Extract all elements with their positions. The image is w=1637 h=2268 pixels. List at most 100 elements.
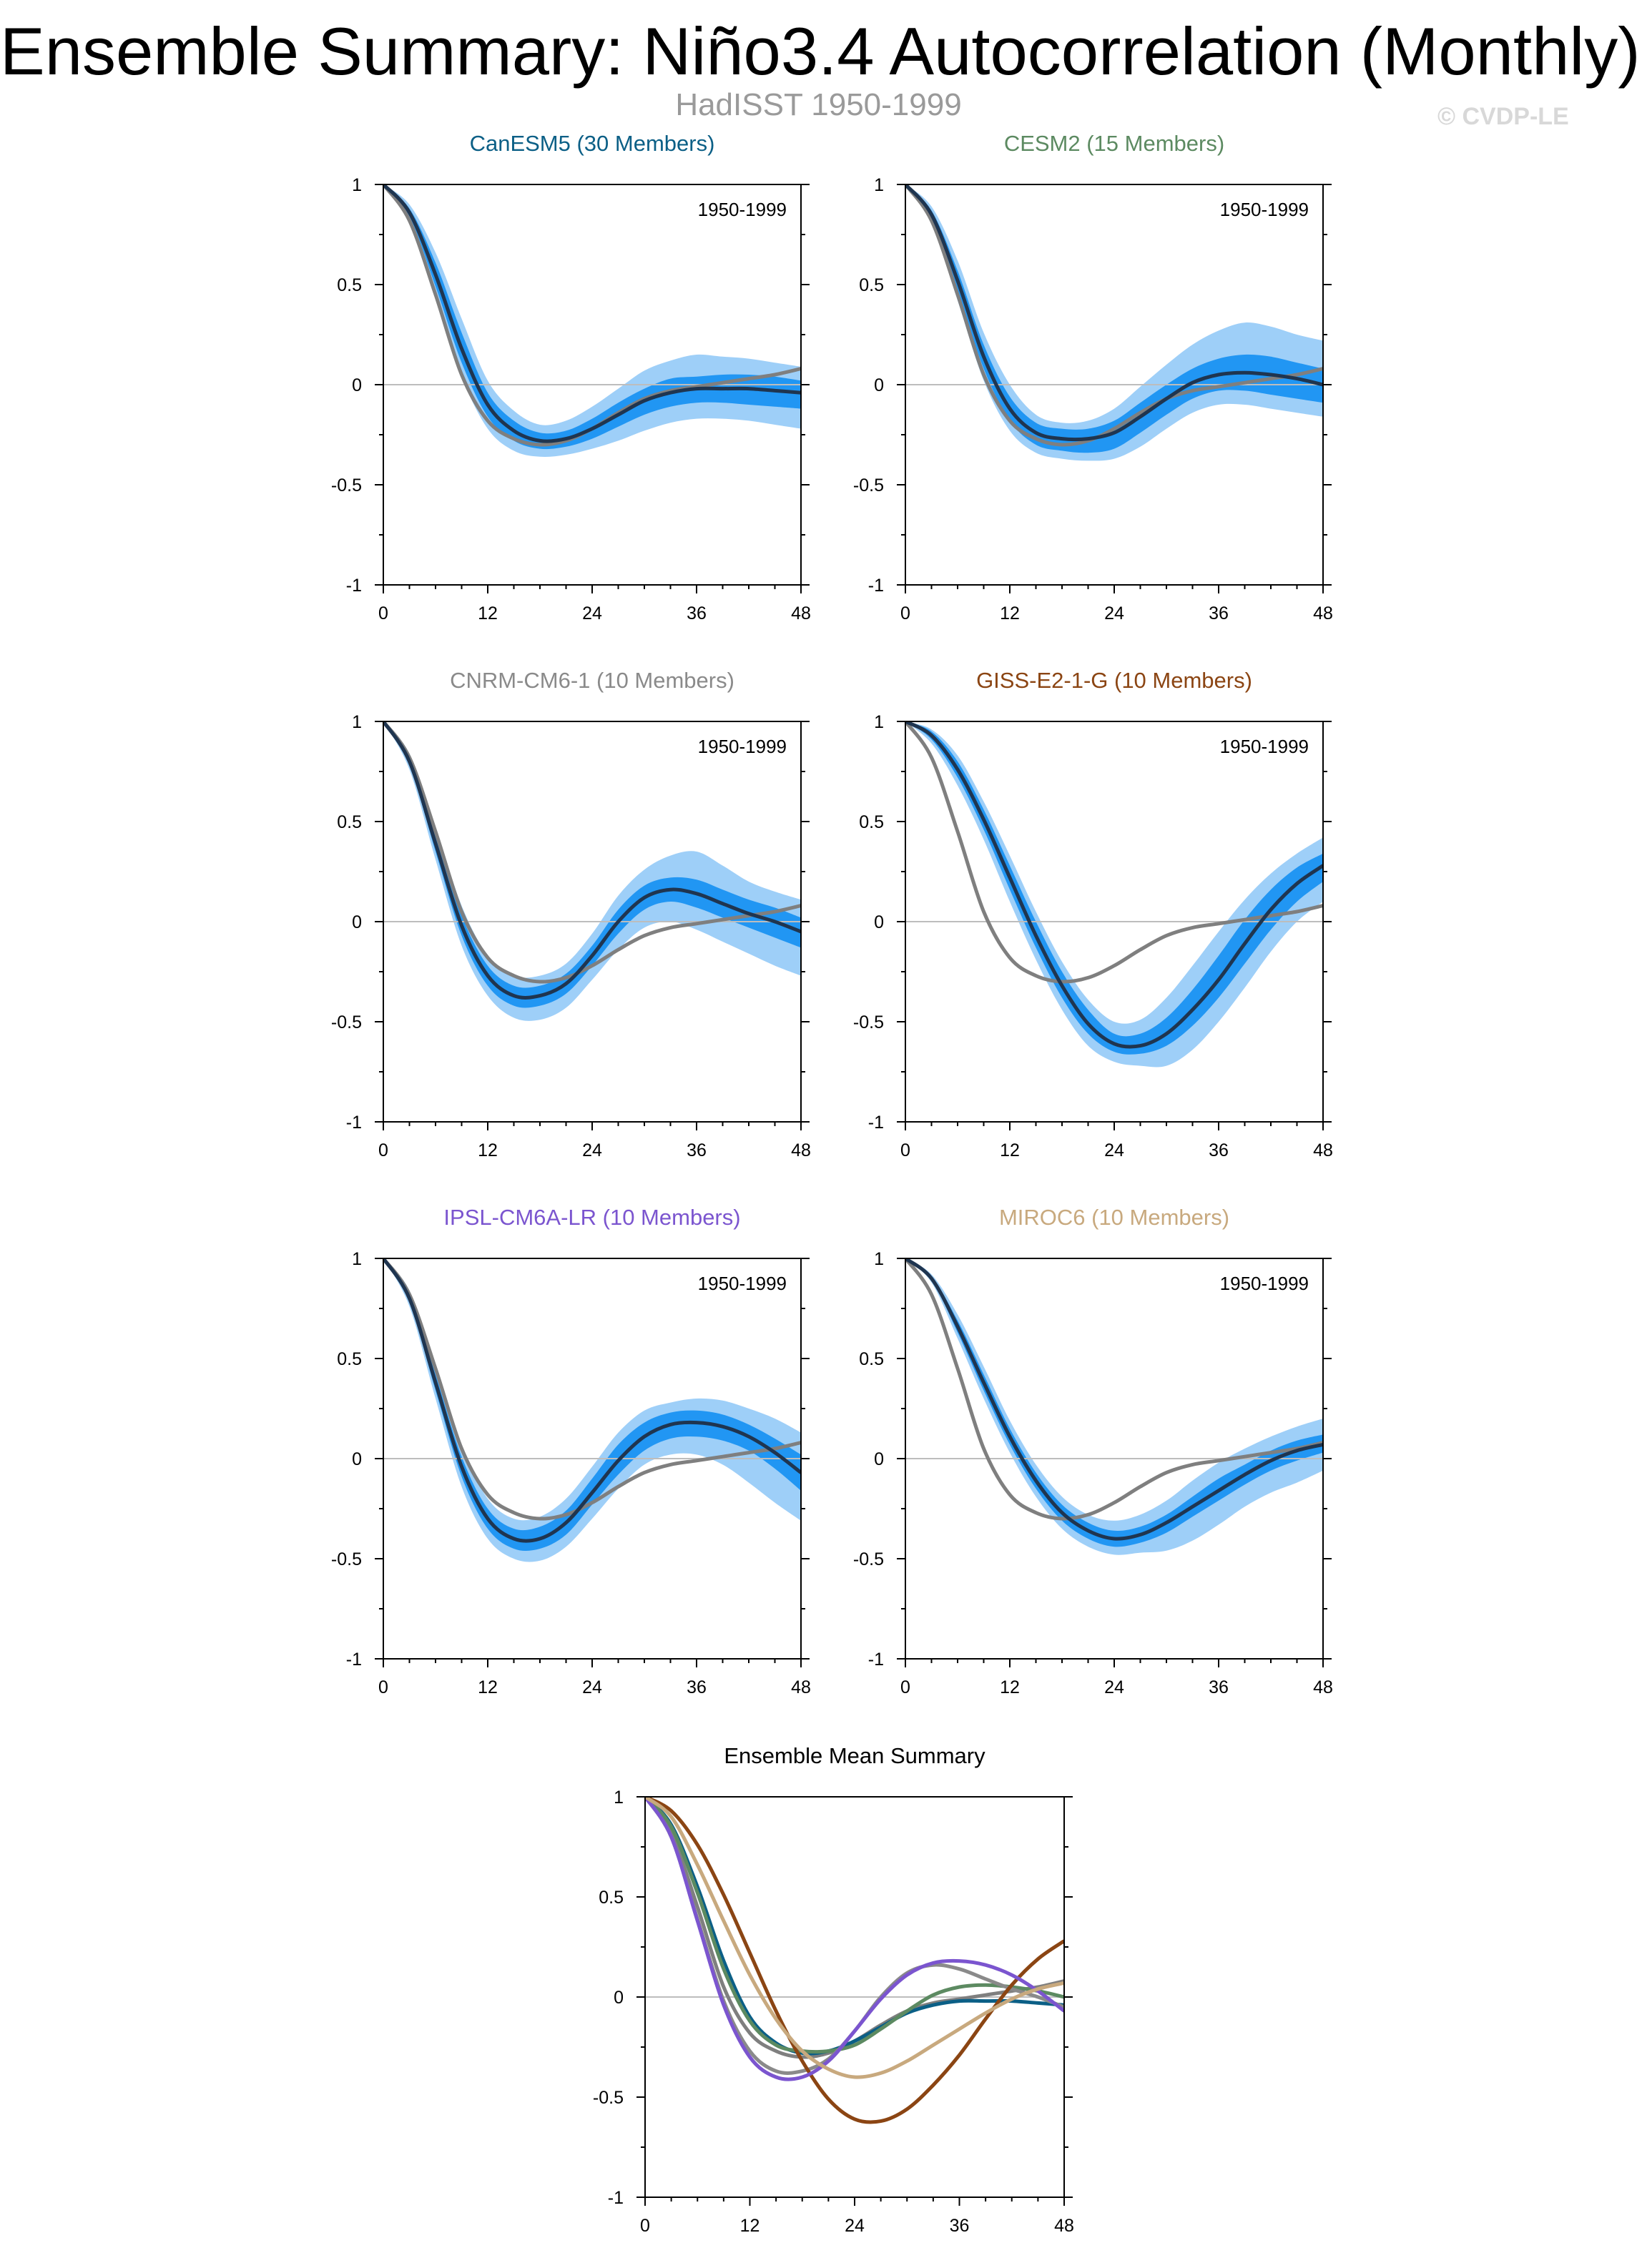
x-tick-label: 36 (950, 2216, 970, 2236)
chart-title: CNRM-CM6-1 (10 Members) (450, 668, 734, 693)
x-tick-label: 24 (845, 2216, 865, 2236)
series-line-giss-e2-1-g (645, 1797, 1064, 2124)
chart-panel-5: IPSL-CM6A-LR (10 Members) -1 -0.5 0 0.5 1 0 12 2… (331, 1205, 811, 1697)
plot-area (383, 1258, 801, 1562)
chart-title: IPSL-CM6A-LR (10 Members) (443, 1205, 740, 1230)
y-tick-label: 0 (352, 912, 362, 932)
y-tick-label: 1 (874, 1249, 884, 1269)
x-tick-label: 0 (640, 2216, 650, 2236)
x-tick-label: 24 (582, 1677, 602, 1697)
y-tick-label: 0.5 (859, 812, 884, 832)
observed-line (383, 721, 801, 984)
x-tick-label: 48 (1313, 1140, 1333, 1160)
series-line-cesm2 (645, 1797, 1064, 2054)
figure-title: Ensemble Summary: Niño3.4 Autocorrelatio… (0, 14, 1637, 89)
y-tick-label: 0.5 (337, 275, 362, 295)
figure-subtitle: HadISST 1950-1999 (675, 87, 962, 122)
plot-area (383, 184, 801, 458)
y-tick-label: 1 (352, 175, 362, 195)
x-tick-label: 0 (900, 1140, 910, 1160)
chart-panel-1: CanESM5 (30 Members) -1 -0.5 0 0.5 1 0 12 24 36 48… (331, 131, 811, 623)
y-tick-label: 1 (352, 1249, 362, 1269)
x-tick-label: 12 (478, 603, 498, 623)
observed-line (905, 184, 1323, 447)
x-tick-label: 0 (378, 1677, 388, 1697)
y-tick-label: -1 (868, 1650, 884, 1670)
y-tick-label: 0 (614, 1988, 624, 2008)
y-tick-label: -0.5 (331, 475, 362, 495)
x-tick-label: 48 (1313, 1677, 1333, 1697)
x-tick-label: 48 (791, 603, 811, 623)
x-tick-label: 36 (687, 1140, 707, 1160)
series-line-miroc6 (645, 1797, 1064, 2079)
x-tick-label: 36 (687, 1677, 707, 1697)
ensemble-mean-line (905, 184, 1323, 442)
chart-title: CanESM5 (30 Members) (470, 131, 715, 156)
credit-watermark: © CVDP-LE (1437, 103, 1569, 130)
ensemble-mean-line (383, 184, 801, 443)
x-tick-label: 36 (1209, 1677, 1229, 1697)
x-tick-label: 24 (1104, 603, 1124, 623)
chart-title: CESM2 (15 Members) (1004, 131, 1224, 156)
y-tick-label: -1 (346, 576, 362, 596)
period-label: 1950-1999 (698, 1273, 787, 1294)
plot-area (383, 721, 801, 1021)
ensemble-mean-line (383, 721, 801, 1000)
y-tick-label: 0 (874, 1449, 884, 1469)
chart-panel-6: MIROC6 (10 Members) -1 -0.5 0 0.5 1 0 12 24 36 48 1… (853, 1205, 1333, 1697)
y-tick-label: 0 (874, 912, 884, 932)
x-tick-label: 12 (478, 1677, 498, 1697)
chart-panel-3: CNRM-CM6-1 (10 Members) -1 -0.5 0 0.5 1 0 12 24 3… (331, 668, 811, 1160)
chart-title: GISS-E2-1-G (10 Members) (976, 668, 1252, 693)
y-tick-label: -0.5 (853, 1549, 884, 1569)
y-tick-label: -0.5 (853, 1012, 884, 1032)
x-tick-label: 12 (1000, 1677, 1020, 1697)
y-tick-label: 1 (614, 1788, 624, 1808)
x-tick-label: 48 (1313, 603, 1333, 623)
y-tick-label: 0.5 (337, 812, 362, 832)
period-label: 1950-1999 (698, 199, 787, 220)
plot-area (645, 1797, 1064, 2124)
period-label: 1950-1999 (1220, 1273, 1309, 1294)
ensemble-mean-line (905, 721, 1323, 1049)
series-line-ipsl-cm6a-lr (645, 1797, 1064, 2081)
x-tick-label: 48 (791, 1140, 811, 1160)
period-label: 1950-1999 (1220, 736, 1309, 757)
chart-title: MIROC6 (10 Members) (999, 1205, 1229, 1230)
y-tick-label: 0 (352, 1449, 362, 1469)
period-label: 1950-1999 (1220, 199, 1309, 220)
spread-inner-band (905, 721, 1323, 1055)
y-tick-label: -1 (868, 1113, 884, 1133)
spread-outer-band (383, 184, 801, 458)
y-tick-label: -0.5 (853, 475, 884, 495)
spread-outer-band (905, 184, 1323, 461)
plot-area (905, 721, 1323, 1068)
y-tick-label: -0.5 (593, 2088, 624, 2108)
x-tick-label: 36 (687, 603, 707, 623)
series-line-canesm5 (645, 1797, 1064, 2056)
y-tick-label: 0.5 (337, 1349, 362, 1369)
x-tick-label: 0 (378, 603, 388, 623)
x-tick-label: 0 (900, 1677, 910, 1697)
chart-panel-4: GISS-E2-1-G (10 Members) -1 -0.5 0 0.5 1 0 12 24… (853, 668, 1333, 1160)
x-tick-label: 36 (1209, 603, 1229, 623)
y-tick-label: 0.5 (859, 1349, 884, 1369)
x-tick-label: 0 (378, 1140, 388, 1160)
y-tick-label: 0.5 (859, 275, 884, 295)
y-tick-label: -1 (346, 1113, 362, 1133)
x-tick-label: 24 (1104, 1677, 1124, 1697)
x-tick-label: 0 (900, 603, 910, 623)
y-tick-label: -1 (868, 576, 884, 596)
y-tick-label: -0.5 (331, 1549, 362, 1569)
x-tick-label: 12 (1000, 603, 1020, 623)
x-tick-label: 48 (1054, 2216, 1074, 2236)
spread-outer-band (905, 721, 1323, 1068)
x-tick-label: 24 (582, 603, 602, 623)
x-tick-label: 12 (1000, 1140, 1020, 1160)
y-tick-label: 0 (352, 375, 362, 395)
chart-title: Ensemble Mean Summary (724, 1743, 985, 1768)
x-tick-label: 24 (582, 1140, 602, 1160)
y-tick-label: 0.5 (599, 1888, 624, 1908)
y-tick-label: -1 (346, 1650, 362, 1670)
plot-area (905, 1258, 1323, 1555)
